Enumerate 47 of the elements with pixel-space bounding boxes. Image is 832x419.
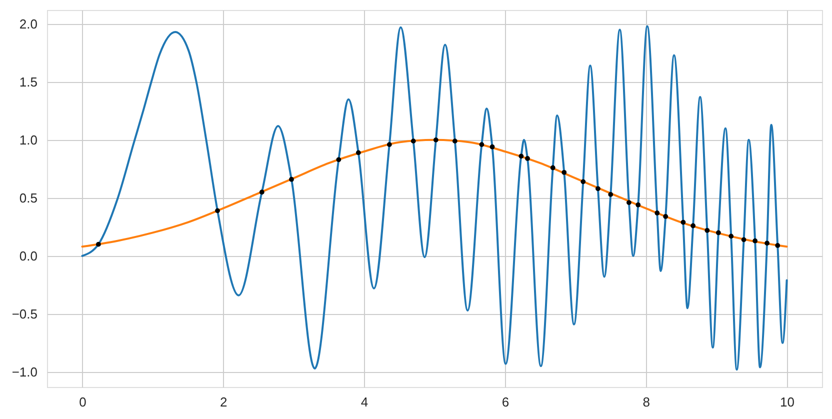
- point: [525, 156, 530, 161]
- point: [596, 186, 600, 192]
- point: [775, 243, 780, 248]
- point: [336, 157, 342, 162]
- y-tick-label: 0.0: [19, 248, 38, 264]
- point: [626, 200, 632, 206]
- y-tick-label: 2.0: [19, 16, 38, 32]
- point: [690, 223, 696, 228]
- x-tick-label: 8: [642, 394, 650, 410]
- point: [663, 214, 668, 219]
- point: [96, 242, 101, 247]
- point: [433, 137, 438, 142]
- y-tick-label: −1.0: [12, 364, 38, 380]
- y-tick-label: 1.0: [19, 132, 38, 148]
- point: [728, 234, 734, 239]
- y-tick-label: 0.5: [19, 190, 38, 206]
- point: [562, 170, 567, 175]
- point: [490, 144, 495, 150]
- line-series: [81, 138, 788, 248]
- point: [550, 165, 556, 170]
- y-tick-label: 1.5: [19, 74, 38, 90]
- point: [636, 202, 641, 208]
- line-series: [81, 25, 788, 371]
- x-tick-label: 4: [360, 394, 368, 410]
- point: [289, 176, 294, 182]
- point: [741, 237, 746, 242]
- point: [518, 154, 524, 159]
- point: [479, 142, 484, 148]
- point: [608, 192, 614, 197]
- point: [764, 240, 770, 246]
- point: [580, 179, 586, 184]
- point: [704, 228, 710, 233]
- point: [452, 138, 458, 144]
- point: [410, 138, 416, 144]
- y-tick-label: −0.5: [12, 306, 38, 322]
- x-tick-label: 10: [780, 394, 795, 410]
- x-tick-label: 6: [502, 394, 510, 410]
- x-tick-label: 0: [79, 394, 86, 410]
- point: [386, 142, 392, 148]
- point: [356, 150, 361, 156]
- point: [680, 220, 686, 225]
- point: [215, 208, 220, 214]
- point: [259, 190, 264, 195]
- x-tick-label: 2: [220, 394, 228, 410]
- point: [752, 238, 758, 244]
- point: [716, 230, 721, 236]
- point: [654, 210, 660, 216]
